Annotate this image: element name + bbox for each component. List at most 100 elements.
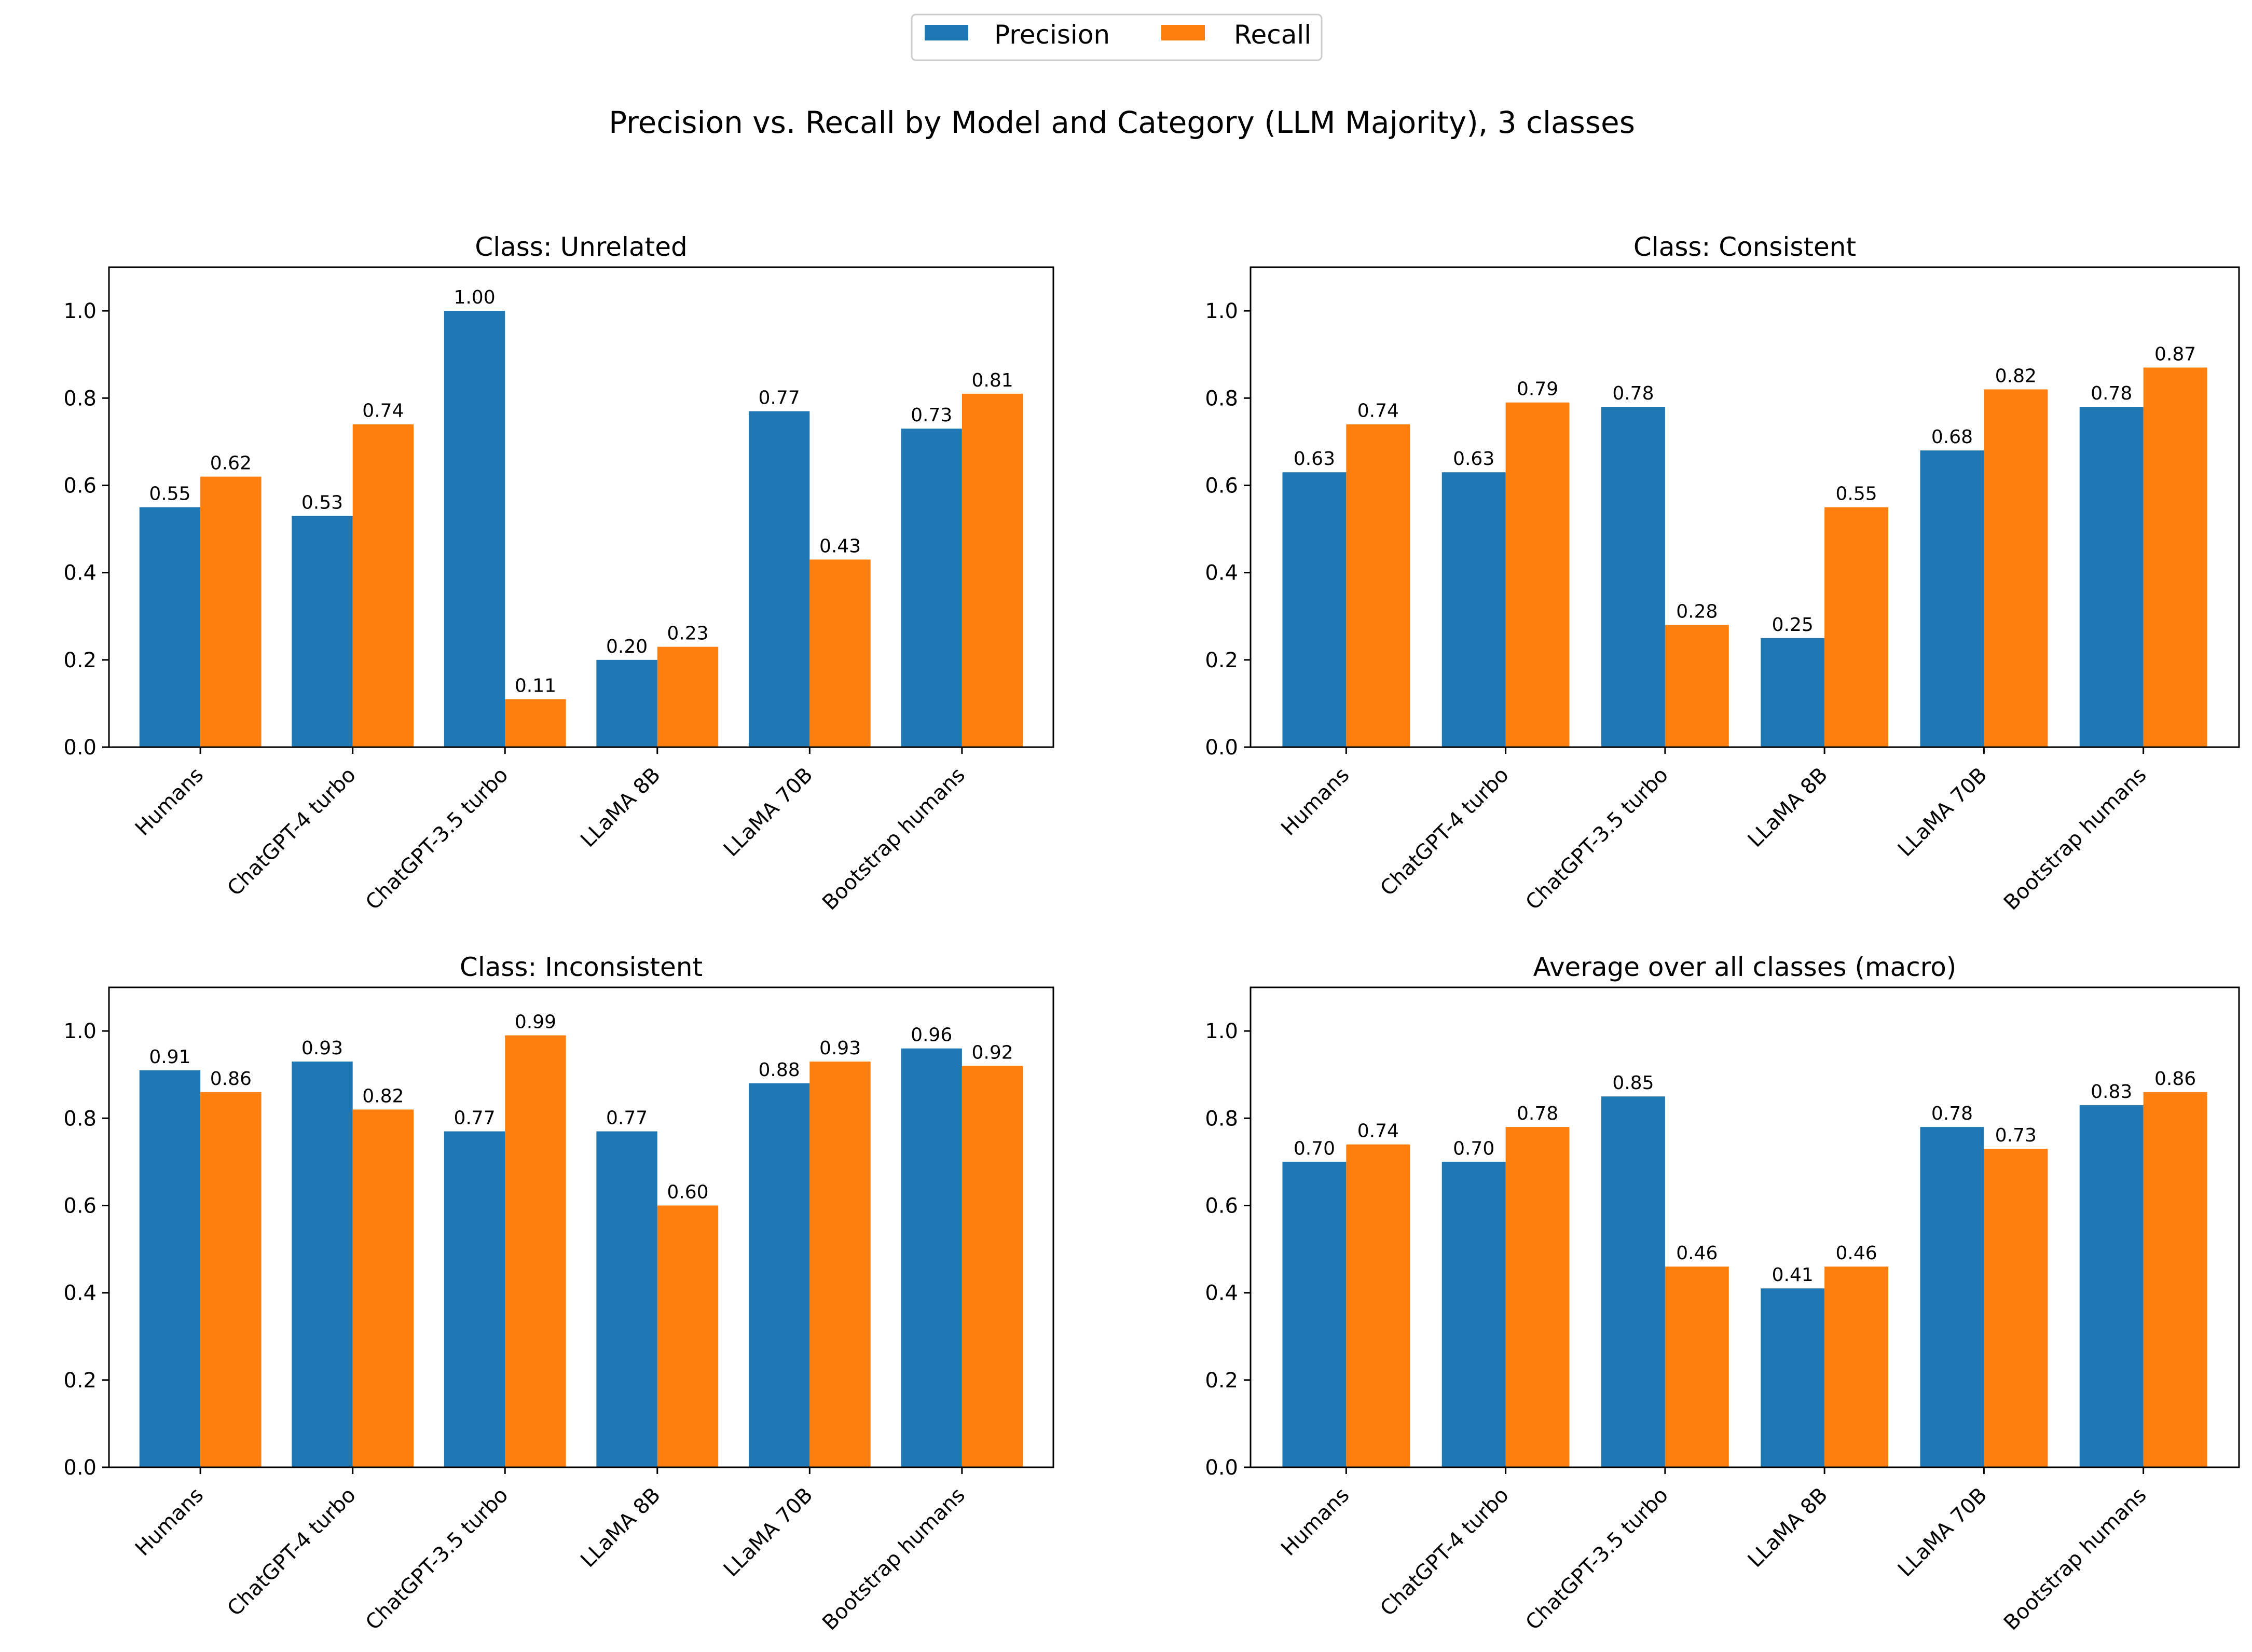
axes-frame [108,266,1054,748]
y-tick-label: 0.4 [63,561,97,585]
y-tick-label: 0.8 [1205,1107,1238,1131]
bar-recall-humans [1346,424,1410,747]
bar-value-label: 0.70 [1453,1138,1494,1159]
bar-recall-chatgpt-4-turbo [352,1109,414,1467]
bar-recall-llama-8b [657,646,719,747]
bar-value-label: 0.46 [1836,1243,1877,1264]
y-tick-label: 0.4 [63,1282,97,1305]
bar-value-label: 0.63 [1453,448,1494,470]
bar-recall-llama-70b [809,559,871,747]
y-tick-label: 1.0 [1205,299,1238,323]
y-tick-label: 0.6 [63,1194,97,1218]
bar-value-label: 0.77 [454,1108,495,1129]
bar-value-label: 0.78 [1517,1103,1558,1124]
bar-recall-llama-70b [809,1061,871,1467]
y-tick-label: 0.4 [1205,1282,1238,1305]
y-tick-label: 1.0 [63,1020,97,1043]
y-tick-label: 0.8 [63,1107,97,1131]
bar-precision-bootstrap-humans [2079,1105,2144,1467]
legend-label-precision: Precision [994,20,1110,50]
bar-precision-llama-8b [596,659,657,747]
bar-value-label: 0.43 [819,535,861,557]
bar-value-label: 0.92 [972,1042,1013,1063]
bar-precision-llama-70b [1920,1127,1984,1467]
bar-value-label: 0.93 [819,1038,861,1059]
y-tick-label: 0.6 [1205,1194,1238,1218]
bar-recall-bootstrap-humans [962,393,1023,747]
y-tick-label: 0.4 [1205,561,1238,585]
bar-value-label: 0.55 [1836,484,1877,505]
axes-frame [1249,986,2240,1468]
bar-value-label: 0.74 [1357,401,1399,422]
bar-value-label: 0.28 [1676,601,1718,623]
bar-value-label: 0.78 [1931,1103,1973,1124]
y-tick-label: 0.2 [63,1369,97,1393]
bar-recall-chatgpt-4-turbo [352,424,414,747]
bar-precision-humans [139,1070,201,1467]
bar-value-label: 0.77 [759,388,800,409]
bar-value-label: 0.87 [2154,343,2196,365]
bar-precision-chatgpt-4-turbo [1441,1162,1506,1467]
bar-value-label: 0.74 [1357,1121,1399,1142]
bar-precision-bootstrap-humans [901,429,962,747]
bar-recall-chatgpt-3-5-turbo [1665,1266,1729,1467]
bar-recall-chatgpt-3-5-turbo [505,1035,566,1467]
bar-value-label: 0.41 [1772,1264,1814,1286]
y-tick-label: 0.6 [1205,474,1238,498]
bar-recall-llama-70b [1984,1149,2048,1467]
axes-frame [108,986,1054,1468]
bar-value-label: 0.74 [362,401,404,422]
subplot-inconsistent: Class: Inconsistent 0.91 0.93 0.77 0.77 0.88 0… [63,952,1054,1635]
bar-precision-llama-70b [748,411,810,747]
bar-value-label: 0.73 [911,405,952,426]
bar-precision-chatgpt-3-5-turbo [1601,1096,1665,1467]
axes-frame [1249,266,2240,748]
y-tick-label: 1.0 [63,299,97,323]
y-tick-label: 0.0 [63,1456,97,1480]
bar-value-label: 0.23 [667,623,708,644]
bar-value-label: 0.81 [972,370,1013,391]
bar-precision-chatgpt-3-5-turbo [444,1131,505,1467]
y-tick-label: 1.0 [1205,1020,1238,1043]
bar-value-label: 0.88 [759,1059,800,1081]
bar-value-label: 0.63 [1294,448,1335,470]
legend-label-recall: Recall [1234,20,1311,50]
subplot-title: Class: Unrelated [475,232,687,262]
bar-recall-chatgpt-4-turbo [1505,402,1570,747]
y-tick-label: 0.0 [1205,1456,1238,1480]
bar-precision-llama-8b [1761,1288,1825,1467]
y-tick-label: 0.2 [1205,1369,1238,1393]
legend-swatch-precision [925,25,968,40]
bar-precision-chatgpt-4-turbo [1441,472,1506,747]
bar-precision-humans [1282,472,1347,747]
bar-value-label: 0.78 [1612,383,1654,404]
bar-value-label: 0.79 [1517,379,1558,400]
bar-precision-llama-70b [748,1083,810,1467]
bar-recall-bootstrap-humans [2143,367,2207,747]
bar-value-label: 0.91 [149,1047,190,1068]
legend-swatch-recall [1161,25,1205,40]
bar-precision-chatgpt-3-5-turbo [444,311,505,747]
legend-frame [911,13,1323,61]
bar-precision-bootstrap-humans [2079,407,2144,747]
bar-value-label: 0.86 [210,1068,252,1090]
y-tick-label: 0.2 [1205,649,1238,672]
bar-precision-chatgpt-3-5-turbo [1601,407,1665,747]
bar-value-label: 0.82 [362,1085,404,1107]
bar-value-label: 0.73 [1995,1125,2037,1146]
bar-precision-humans [139,507,201,747]
bar-recall-bootstrap-humans [2143,1092,2207,1467]
bar-value-label: 0.68 [1931,426,1973,448]
bar-precision-chatgpt-4-turbo [292,516,353,747]
bar-precision-humans [1282,1162,1347,1467]
bar-recall-chatgpt-4-turbo [1505,1127,1570,1467]
bar-value-label: 0.83 [2091,1081,2132,1103]
bar-value-label: 0.78 [2091,383,2132,404]
y-tick-label: 0.2 [63,649,97,672]
y-tick-label: 0.0 [63,736,97,760]
legend: Precision Recall [911,13,1323,61]
bar-recall-humans [200,1092,262,1467]
bar-precision-llama-8b [1761,638,1825,747]
bar-value-label: 0.93 [301,1038,343,1059]
bar-value-label: 0.60 [667,1181,708,1203]
